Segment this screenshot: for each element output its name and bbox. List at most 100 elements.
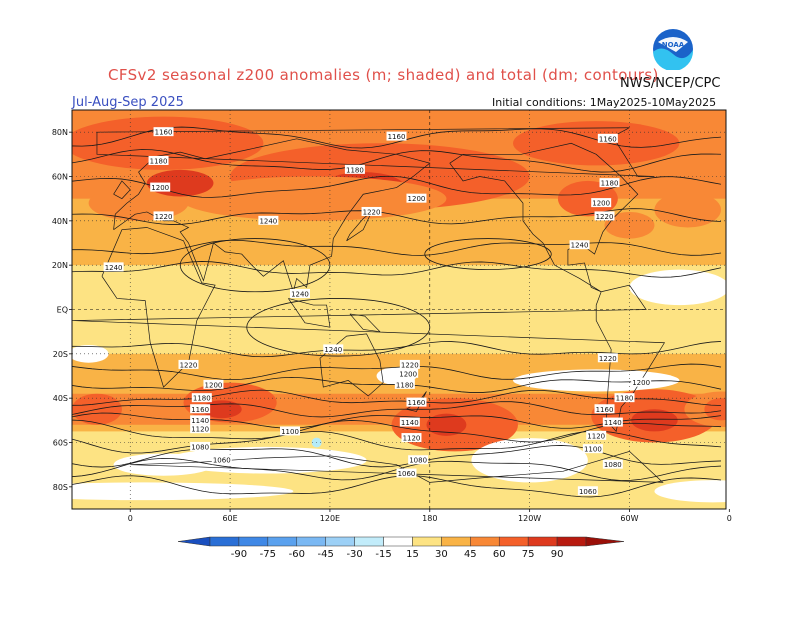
coastline: [72, 284, 666, 433]
contour-label-bg: [153, 211, 174, 221]
colorbar-label: -60: [289, 549, 305, 560]
contour-label-bg: [361, 206, 382, 216]
lat-tick-label: 80S: [53, 483, 68, 492]
contour-label: 1240: [258, 215, 279, 225]
shading-blob: [113, 453, 214, 476]
contour-label-bg: [190, 441, 211, 451]
contour-label: 1220: [399, 359, 420, 369]
colorbar-label: -15: [375, 549, 391, 560]
shading-blob: [512, 121, 680, 166]
coastline: [101, 227, 216, 388]
coastline: [130, 450, 664, 483]
contour-label: 1200: [631, 377, 652, 387]
contour-label: 1160: [406, 397, 427, 407]
contour-label-bg: [148, 155, 169, 165]
contour-label: 1180: [599, 178, 620, 188]
lat-tick-label: 40N: [52, 217, 68, 226]
contour-label-bg: [594, 211, 615, 221]
contour-label-bg: [594, 404, 615, 414]
shading-blob: [557, 180, 618, 217]
contour-label-text: 1080: [409, 457, 427, 465]
coastline: [113, 138, 431, 294]
contour-label-text: 1220: [363, 208, 381, 216]
noaa-logo-icon: NOAA: [653, 29, 694, 70]
coastline: [349, 313, 381, 333]
coastline: [319, 333, 384, 397]
height-contour: [72, 445, 722, 468]
contour-label-text: 1180: [346, 166, 364, 174]
contour-label: 1180: [148, 155, 169, 165]
contour-label: 1220: [597, 353, 618, 363]
contour-label-bg: [153, 127, 174, 137]
contour-label: 1120: [401, 433, 422, 443]
contour-label-text: 1240: [105, 264, 123, 272]
contour-label-bg: [344, 164, 365, 174]
contour-label-text: 1220: [596, 213, 614, 221]
contour-label-bg: [394, 379, 415, 389]
contour-label: 1200: [591, 198, 612, 208]
contour-label-text: 1100: [281, 428, 299, 436]
coastline: [288, 298, 331, 328]
contour-label: 1220: [153, 211, 174, 221]
shading-blob: [512, 369, 680, 392]
contour-label-bg: [591, 198, 612, 208]
colorbar-swatch: [556, 536, 587, 547]
contour-label-text: 1160: [388, 133, 406, 141]
coastline: [449, 142, 639, 293]
contour-label-text: 1120: [587, 432, 605, 440]
contour-label: 1180: [344, 164, 365, 174]
contour-label-text: 1180: [601, 180, 619, 188]
initial-conditions-label: Initial conditions: 1May2025-10May2025: [492, 96, 717, 109]
shading-blob: [426, 413, 467, 436]
contour-label-bg: [190, 415, 211, 425]
contour-label-bg: [597, 133, 618, 143]
contour-label-text: 1060: [213, 457, 231, 465]
contour-label: 1160: [597, 133, 618, 143]
contour-label: 1240: [289, 288, 310, 298]
colorbar-swatch: [267, 536, 298, 547]
colorbar-label: 15: [406, 549, 419, 560]
contour-label: 1120: [586, 430, 607, 440]
contour-label-text: 1220: [155, 213, 173, 221]
contour-label-text: 1060: [579, 488, 597, 496]
contour-label-text: 1200: [151, 184, 169, 192]
lon-tick-label: 0: [128, 514, 133, 523]
lon-tick-label: 0: [727, 514, 732, 523]
colorbar-label: -90: [231, 549, 247, 560]
noaa-logo-text: NOAA: [662, 41, 685, 49]
lat-tick-label: 60N: [52, 173, 68, 182]
lon-tick-label: 120W: [518, 514, 541, 523]
height-contour: [72, 208, 722, 225]
contour-label: 1080: [190, 441, 211, 451]
contour-label-bg: [396, 468, 417, 478]
contour-label-text: 1120: [191, 426, 209, 434]
shading-blob: [604, 211, 655, 239]
contour-label-bg: [586, 430, 607, 440]
colorbar-swatch: [354, 536, 384, 547]
colorbar-swatch: [383, 536, 413, 547]
shading-blob: [631, 409, 678, 432]
contour-label-text: 1160: [599, 135, 617, 143]
colorbar-swatch: [498, 536, 529, 547]
contour-label: 1220: [178, 359, 199, 369]
height-contour: [72, 389, 722, 406]
contour-label-bg: [602, 417, 623, 427]
contour-label-bg: [150, 182, 171, 192]
contour-label-bg: [406, 397, 427, 407]
colorbar-label: 60: [493, 549, 506, 560]
contour-label-text: 1240: [324, 346, 342, 354]
contour-label-text: 1180: [193, 395, 211, 403]
contour-label-bg: [631, 377, 652, 387]
contour-label: 1140: [399, 417, 420, 427]
colorbar-swatch: [209, 536, 240, 547]
contour-label: 1220: [594, 211, 615, 221]
contour-label: 1060: [577, 486, 598, 496]
lat-tick-label: 60S: [53, 439, 68, 448]
colorbar-swatch: [412, 536, 442, 547]
colorbar-swatch: [470, 536, 500, 547]
contour-label: 1200: [398, 368, 419, 378]
shading-blob: [72, 344, 109, 363]
contour-label: 1180: [394, 379, 415, 389]
